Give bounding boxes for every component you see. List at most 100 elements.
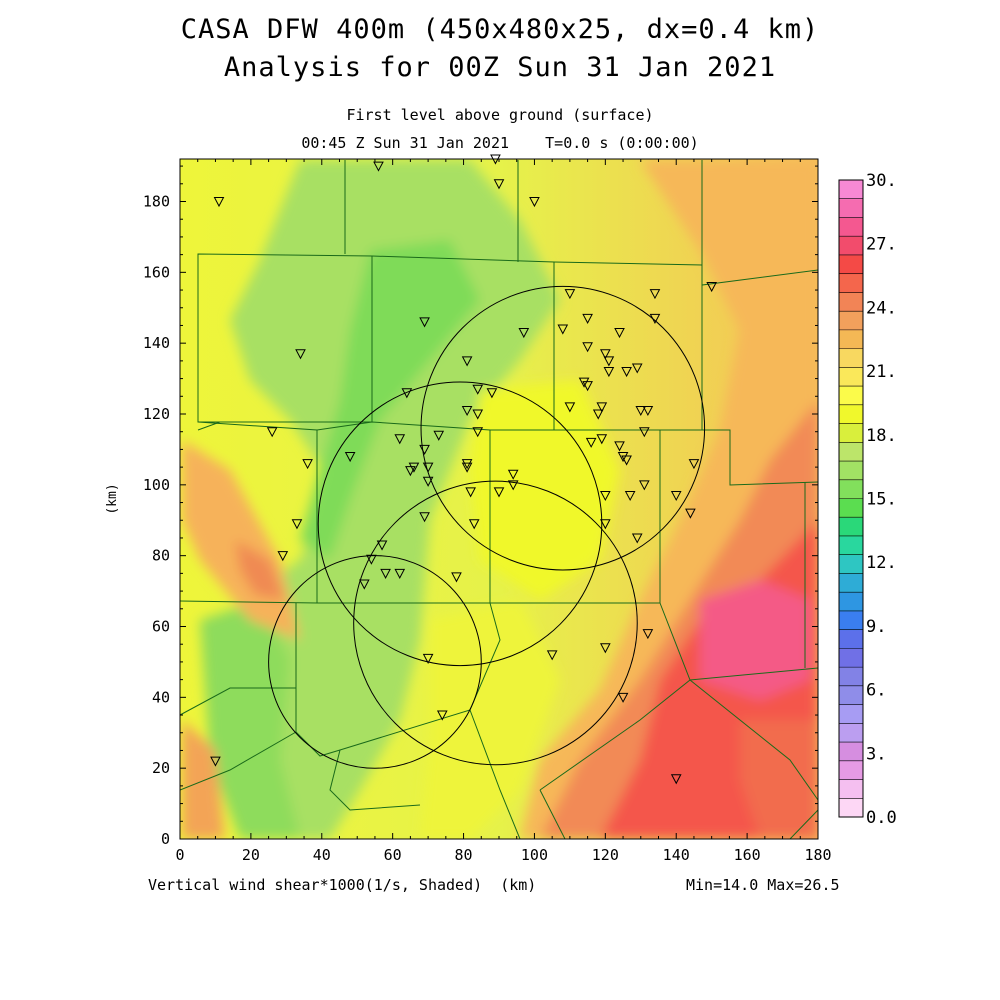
radar-range-ring xyxy=(353,480,638,766)
station-marker xyxy=(266,427,278,438)
level-subtitle: First level above ground (surface) xyxy=(346,106,654,124)
station-marker xyxy=(468,519,480,530)
station-marker xyxy=(621,367,632,378)
colorbar-label: 9. xyxy=(866,617,886,637)
colorbar: 0.0 3. 6. 9. 12. 15. 18. 21. 24. 27. 30. xyxy=(838,171,897,828)
station-marker xyxy=(582,342,593,353)
station-marker xyxy=(642,629,654,640)
station-marker xyxy=(557,324,569,335)
station-marker xyxy=(401,388,413,399)
station-marker xyxy=(631,363,643,374)
x-tick-label: 140 xyxy=(663,846,690,864)
y-tick-label: 40 xyxy=(152,688,170,706)
time-subtitle: 00:45 Z Sun 31 Jan 2021 T=0.0 s (0:00:00… xyxy=(301,134,699,152)
colorbar-label: 21. xyxy=(866,362,897,382)
y-tick-label: 0 xyxy=(161,830,170,848)
station-marker xyxy=(600,490,611,502)
field-orange-southwest xyxy=(182,720,225,839)
station-marker xyxy=(461,405,473,417)
station-marker xyxy=(564,402,576,413)
station-marker xyxy=(529,197,540,208)
station-marker xyxy=(436,710,448,721)
station-marker xyxy=(366,554,377,565)
colorbar-swatch xyxy=(839,386,863,406)
station-marker xyxy=(564,289,576,300)
station-marker xyxy=(419,444,430,455)
colorbar-swatch xyxy=(839,498,863,518)
station-marker xyxy=(376,540,388,551)
station-marker xyxy=(461,356,473,367)
field-redorange-southeast xyxy=(740,720,818,839)
station-marker xyxy=(507,469,519,480)
colorbar-swatch xyxy=(839,461,863,481)
station-marker xyxy=(642,405,654,417)
station-marker xyxy=(451,572,462,583)
colorbar-swatch xyxy=(839,180,863,200)
station-marker xyxy=(617,692,629,703)
station-marker xyxy=(422,476,434,487)
colorbar-swatch xyxy=(839,667,863,687)
colorbar-label: 30. xyxy=(866,171,897,191)
station-marker xyxy=(614,328,625,339)
station-marker xyxy=(578,377,590,388)
station-markers xyxy=(210,154,717,785)
station-marker xyxy=(210,756,221,767)
colorbar-swatch xyxy=(839,610,863,631)
field-yellow-south xyxy=(420,600,560,839)
county-boundaries xyxy=(180,160,818,839)
min-max-readout: Min=14.0 Max=26.5 xyxy=(686,876,840,894)
colorbar-swatch xyxy=(839,442,863,462)
y-tick-label: 20 xyxy=(152,759,170,777)
y-tick-label: 80 xyxy=(152,547,170,565)
colorbar-swatch xyxy=(839,592,863,612)
station-marker xyxy=(518,328,530,339)
station-marker xyxy=(295,349,306,360)
station-marker xyxy=(373,161,384,172)
colorbar-swatch xyxy=(839,535,863,556)
station-marker xyxy=(507,480,519,491)
colorbar-swatch xyxy=(839,517,863,537)
station-marker xyxy=(688,459,700,470)
radar-range-ring xyxy=(317,381,603,667)
colorbar-label: 3. xyxy=(866,744,886,764)
x-tick-label: 80 xyxy=(455,846,473,864)
station-marker xyxy=(419,512,430,523)
colorbar-label: 24. xyxy=(866,298,897,318)
colorbar-label: 12. xyxy=(866,553,897,573)
station-marker xyxy=(635,405,647,417)
station-marker xyxy=(706,282,717,293)
colorbar-swatch xyxy=(839,798,863,818)
station-marker xyxy=(638,480,650,491)
colorbar-swatch xyxy=(839,217,863,237)
field-pink-east xyxy=(700,580,810,700)
station-marker xyxy=(621,455,632,466)
colorbar-swatch xyxy=(839,742,863,762)
y-tick-label: 120 xyxy=(143,405,170,423)
station-marker xyxy=(600,349,611,360)
station-marker xyxy=(546,650,558,661)
x-tick-label: 180 xyxy=(804,846,831,864)
station-marker xyxy=(600,643,611,654)
station-marker xyxy=(461,459,473,470)
colorbar-swatch xyxy=(839,404,863,425)
x-tick-label: 160 xyxy=(734,846,761,864)
station-marker xyxy=(585,437,597,448)
station-marker xyxy=(649,313,661,324)
station-marker xyxy=(302,459,313,470)
x-tick-label: 20 xyxy=(242,846,260,864)
station-marker xyxy=(408,462,420,473)
station-marker xyxy=(472,409,484,420)
colorbar-swatch xyxy=(839,685,863,706)
station-marker xyxy=(592,409,604,420)
axes: 0 20 40 60 80 100 120 140 160 180 0 20 40 60 80 100 120 1… xyxy=(143,159,832,864)
station-marker xyxy=(433,430,445,441)
station-marker xyxy=(291,519,303,530)
colorbar-swatch xyxy=(839,273,863,293)
chart-title-line2: Analysis for 00Z Sun 31 Jan 2021 xyxy=(223,52,777,83)
station-marker xyxy=(582,381,593,392)
radar-range-ring xyxy=(420,285,706,571)
station-marker xyxy=(405,466,416,477)
station-marker xyxy=(213,197,225,208)
station-marker xyxy=(685,508,696,519)
chart-title: CASA DFW 400m (450x480x25, dx=0.4 km) xyxy=(180,14,820,45)
